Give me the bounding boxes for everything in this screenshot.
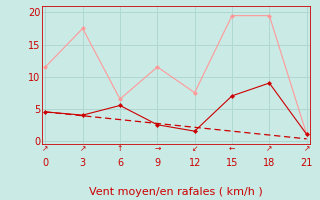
Text: ↗: ↗ [42, 144, 49, 153]
X-axis label: Vent moyen/en rafales ( km/h ): Vent moyen/en rafales ( km/h ) [89, 187, 263, 197]
Text: ↗: ↗ [79, 144, 86, 153]
Text: →: → [154, 144, 161, 153]
Text: ←: ← [229, 144, 235, 153]
Text: ↗: ↗ [266, 144, 273, 153]
Text: ↗: ↗ [303, 144, 310, 153]
Text: ↙: ↙ [191, 144, 198, 153]
Text: ↑: ↑ [117, 144, 123, 153]
